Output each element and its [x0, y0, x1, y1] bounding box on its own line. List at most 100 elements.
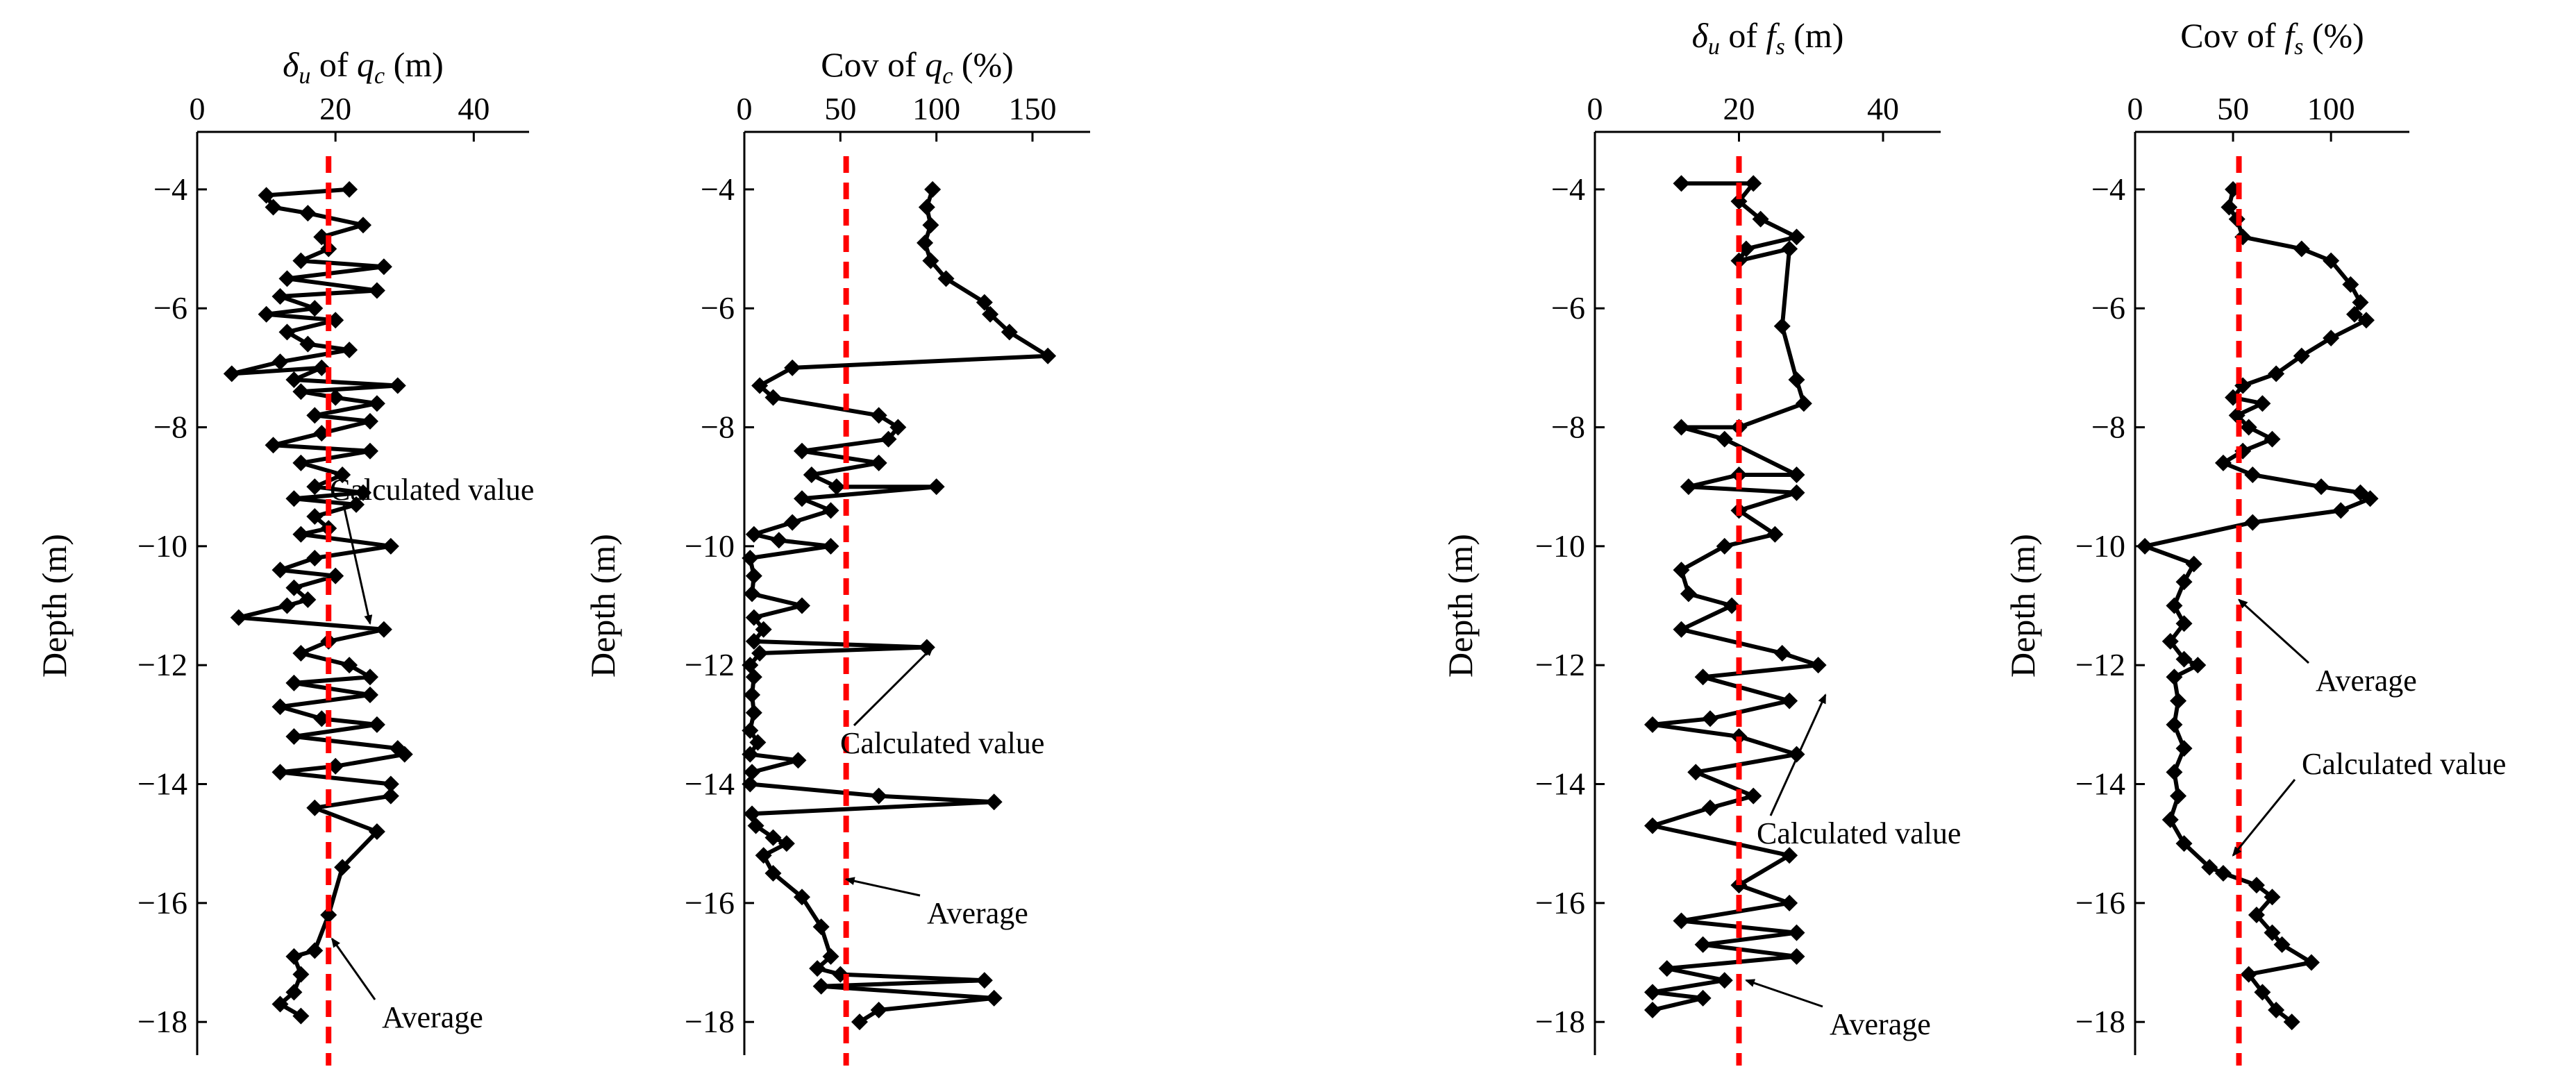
annotation-label: Average: [382, 1000, 483, 1034]
title-variable: q: [357, 45, 374, 84]
data-point: [2342, 276, 2359, 293]
data-point: [382, 537, 399, 555]
data-point: [2166, 668, 2183, 686]
data-point: [341, 180, 358, 198]
data-point: [744, 687, 761, 703]
data-point: [1716, 972, 1733, 989]
x-tick-label: 20: [319, 91, 351, 126]
data-point: [742, 722, 759, 739]
data-point: [749, 734, 767, 751]
data-point: [2313, 478, 2330, 496]
data-point: [361, 687, 378, 703]
data-point: [851, 1013, 868, 1031]
title-unit: (%): [2303, 16, 2364, 55]
data-point: [278, 270, 296, 287]
data-point: [348, 496, 365, 513]
data-point: [1781, 847, 1798, 864]
data-point: [2264, 924, 2281, 941]
data-point: [2254, 395, 2271, 412]
annotation-arrow: [2232, 779, 2296, 857]
x-axis-title: Cov of fs (%): [2180, 16, 2364, 60]
data-point: [745, 525, 762, 543]
data-point: [2244, 466, 2261, 484]
data-point: [742, 549, 759, 566]
data-point: [2240, 966, 2257, 983]
data-point: [889, 419, 907, 436]
y-tick-label: −10: [2075, 528, 2125, 564]
data-point: [918, 199, 935, 216]
data-point: [1694, 989, 1712, 1007]
data-point: [292, 966, 310, 983]
data-point: [1809, 657, 1827, 674]
title-text: Cov of: [821, 45, 925, 84]
data-point: [794, 442, 810, 460]
data-point: [1716, 537, 1733, 555]
data-point: [2161, 632, 2179, 650]
data-point: [271, 353, 289, 371]
data-point: [361, 442, 378, 460]
annotation-arrow: [342, 505, 373, 625]
data-point: [2293, 347, 2310, 364]
data-point: [812, 977, 830, 995]
annotation-label: Calculated value: [1757, 816, 1961, 850]
data-point: [382, 775, 399, 793]
data-point: [755, 847, 772, 864]
title-unit: (%): [953, 45, 1013, 84]
data-point: [745, 632, 762, 650]
data-point: [2323, 252, 2340, 269]
annotation-label: Average: [1830, 1007, 1931, 1041]
data-point: [976, 294, 993, 311]
data-point: [2201, 859, 2218, 876]
data-point: [334, 466, 351, 484]
data-point: [976, 972, 993, 989]
title-subscript: c: [942, 63, 953, 89]
x-tick-label: 20: [1723, 91, 1755, 126]
data-point: [745, 668, 762, 686]
x-tick-label: 0: [2127, 91, 2143, 126]
data-point: [2248, 906, 2265, 923]
annotation-arrow: [331, 937, 376, 1000]
y-tick-label: −14: [2075, 766, 2125, 802]
data-point: [299, 205, 317, 222]
data-point: [285, 948, 303, 965]
data-point: [794, 597, 810, 614]
title-subscript: s: [1775, 34, 1784, 60]
data-point: [2352, 294, 2369, 311]
y-tick-label: −16: [137, 885, 187, 920]
data-point: [1745, 787, 1762, 805]
data-point: [306, 478, 324, 496]
data-point: [2244, 514, 2261, 531]
data-point: [922, 252, 939, 269]
y-tick-label: −18: [2075, 1004, 2125, 1039]
data-point: [292, 645, 310, 662]
data-point: [1673, 621, 1690, 638]
data-point: [2166, 716, 2183, 733]
data-point: [822, 502, 839, 519]
y-tick-label: −12: [2075, 647, 2125, 682]
data-series-line: [748, 188, 1051, 1024]
x-tick-label: 0: [737, 91, 753, 126]
data-point: [1788, 371, 1805, 388]
y-tick-label: −4: [1551, 171, 1585, 207]
data-point: [334, 859, 351, 876]
data-point: [2346, 305, 2363, 323]
data-point: [2170, 787, 2187, 805]
y-tick-label: −18: [685, 1004, 735, 1039]
x-tick-label: 50: [2217, 91, 2249, 126]
data-point: [745, 567, 762, 584]
annotation-label: Calculated value: [840, 726, 1044, 760]
data-point: [2254, 984, 2271, 1001]
data-point: [1039, 347, 1057, 364]
data-point: [809, 960, 826, 977]
data-point: [870, 1002, 887, 1019]
x-tick-label: 100: [2307, 91, 2355, 126]
data-point: [870, 407, 887, 424]
data-point: [2214, 865, 2232, 882]
title-unit: (m): [385, 45, 444, 84]
data-point: [396, 746, 413, 763]
data-point: [1644, 1002, 1661, 1019]
data-point: [2185, 555, 2202, 573]
data-point: [2175, 615, 2193, 632]
data-point: [2175, 835, 2193, 852]
data-point: [320, 906, 337, 923]
